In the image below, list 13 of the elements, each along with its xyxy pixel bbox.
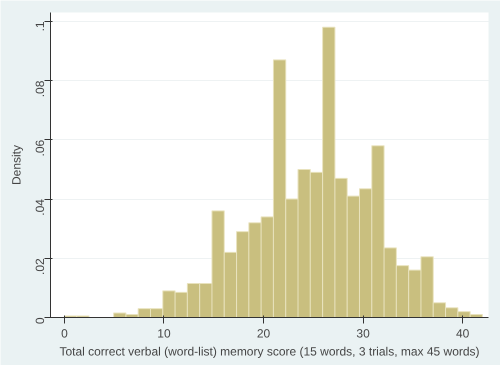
y-tick-label: .1	[33, 21, 47, 32]
x-axis-title: Total correct verbal (word-list) memory score (15 words, 3 trials, max 45 words)	[59, 344, 480, 358]
x-tick-label: 0	[61, 326, 68, 340]
x-tick-label: 40	[456, 326, 470, 340]
x-tick-label: 10	[157, 326, 171, 340]
y-tick-label: .02	[33, 258, 47, 275]
y-tick-label: .08	[33, 80, 47, 98]
y-axis-title: Density	[10, 144, 24, 186]
x-tick-label: 30	[356, 326, 370, 340]
y-tick-label: .06	[33, 140, 47, 157]
x-tick-label: 20	[256, 326, 271, 340]
y-tick-label: .04	[33, 198, 47, 216]
y-tick-label: 0	[33, 317, 47, 324]
